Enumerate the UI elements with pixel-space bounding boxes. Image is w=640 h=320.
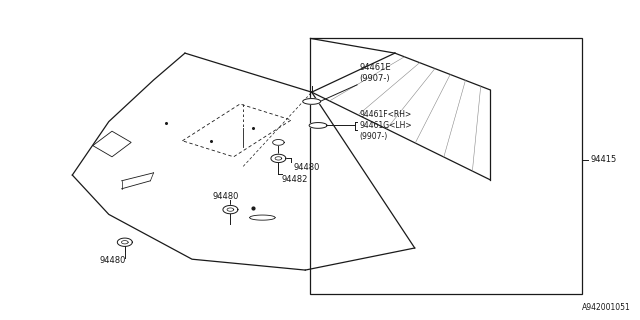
Text: 94480: 94480 (212, 192, 239, 201)
Bar (310, 38, 582, 294)
Polygon shape (271, 154, 286, 163)
Text: A942001051: A942001051 (582, 303, 630, 312)
Text: 94482: 94482 (282, 175, 308, 184)
Polygon shape (303, 99, 321, 104)
Polygon shape (309, 123, 327, 128)
Text: 94461F<RH>
94461G<LH>
(9907-): 94461F<RH> 94461G<LH> (9907-) (360, 110, 412, 141)
Polygon shape (117, 238, 132, 246)
Polygon shape (273, 140, 284, 145)
Text: 94415: 94415 (590, 155, 616, 164)
Text: 94480: 94480 (293, 163, 319, 172)
Text: 94480: 94480 (99, 256, 125, 265)
Polygon shape (223, 205, 238, 214)
Text: 94461E
(9907-): 94461E (9907-) (360, 63, 391, 83)
